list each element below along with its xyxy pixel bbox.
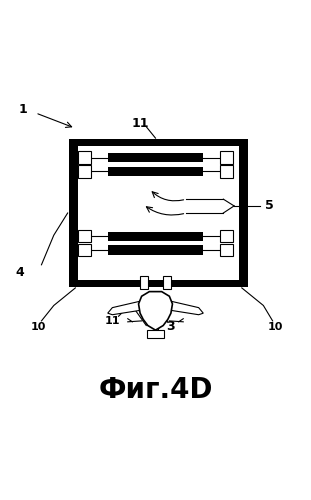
Bar	[78, 230, 91, 242]
Bar	[140, 276, 148, 288]
Bar	[220, 244, 233, 256]
Bar	[220, 230, 233, 242]
Bar	[220, 165, 233, 177]
Bar	[108, 246, 203, 254]
Polygon shape	[108, 301, 142, 314]
Bar	[78, 244, 91, 256]
Bar	[69, 139, 248, 287]
Text: 10: 10	[268, 322, 283, 332]
Bar	[108, 232, 203, 241]
Bar	[78, 165, 91, 177]
Text: 5: 5	[265, 200, 274, 212]
Bar	[220, 152, 233, 164]
Text: 3: 3	[167, 320, 175, 333]
Text: 11: 11	[104, 316, 120, 326]
Bar	[108, 167, 203, 176]
Bar	[78, 152, 91, 164]
Text: Фиг.4D: Фиг.4D	[98, 376, 213, 404]
Bar	[108, 153, 203, 162]
Bar	[163, 276, 171, 288]
Text: 4: 4	[16, 266, 24, 278]
Bar	[78, 146, 239, 280]
Text: 11: 11	[131, 117, 149, 130]
Text: 1: 1	[19, 104, 27, 117]
Polygon shape	[169, 301, 203, 314]
Bar	[147, 330, 164, 338]
Text: 10: 10	[31, 322, 46, 332]
Polygon shape	[138, 292, 173, 330]
